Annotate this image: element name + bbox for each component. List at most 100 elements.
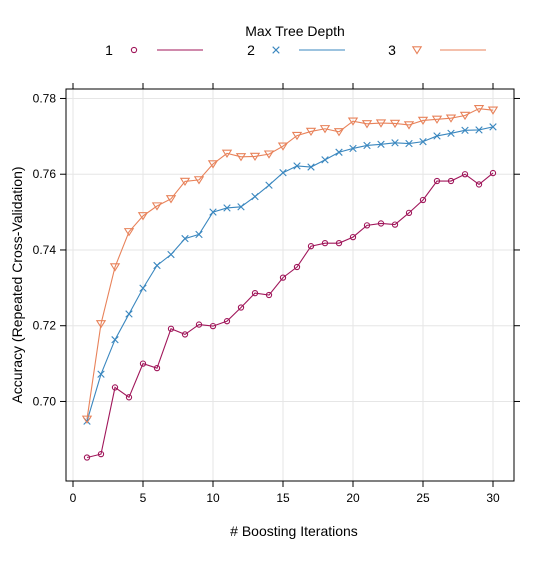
series-2-point — [419, 137, 427, 146]
series-2-point — [237, 203, 245, 211]
series-1-point — [377, 220, 385, 227]
series-2-point — [321, 156, 329, 164]
series-2-point — [433, 132, 441, 140]
series-1-point — [433, 177, 441, 185]
series-1-point — [223, 318, 231, 325]
series-3-point — [361, 120, 373, 129]
series-3-point — [473, 104, 485, 114]
x-tick-label: 25 — [416, 491, 430, 505]
series-3-point — [263, 150, 275, 159]
legend-label: 3 — [388, 42, 396, 58]
series-1-point — [293, 263, 301, 271]
y-tick-label: 0.78 — [33, 91, 57, 105]
series-3-point — [151, 202, 163, 211]
series-3-point — [389, 119, 401, 129]
series-3-point — [375, 119, 387, 128]
series-3-point — [109, 263, 121, 272]
series-1-point — [419, 196, 427, 204]
series-3-point — [305, 127, 317, 137]
series-1-point — [181, 331, 189, 338]
series-2-point — [447, 129, 455, 138]
series-3-point — [403, 121, 415, 130]
x-tick-label: 10 — [206, 491, 220, 505]
series-2-point — [293, 162, 301, 170]
series-2-point — [181, 234, 189, 243]
series-1-point — [279, 274, 287, 281]
series-3 — [81, 104, 499, 424]
series-1-point — [265, 291, 273, 299]
series-3-point — [333, 128, 345, 137]
series-1-point — [237, 304, 245, 311]
series-1-point — [139, 360, 147, 367]
series-1-point — [321, 239, 329, 247]
legend-label: 1 — [105, 42, 113, 58]
series-3-point — [319, 125, 331, 134]
legend-item-3: 3 — [388, 42, 486, 58]
series-3-point — [95, 320, 107, 329]
series-2-point — [195, 230, 203, 239]
series-1-point — [97, 450, 105, 458]
x-tick-label: 0 — [70, 491, 77, 505]
series-3-point — [249, 152, 261, 162]
series-2-point — [461, 126, 469, 134]
x-tick-label: 5 — [140, 491, 147, 505]
series-2-point — [223, 204, 231, 212]
legend-marker — [130, 46, 138, 54]
series-3-point — [417, 116, 429, 126]
series-1-point — [475, 181, 483, 188]
series-1-point — [447, 177, 455, 185]
series-2-point — [153, 261, 161, 270]
legend: Max Tree Depth 1 2 3 — [105, 23, 486, 58]
series-1-point — [209, 322, 217, 330]
legend-item-2: 2 — [247, 42, 345, 58]
series-1-point — [335, 239, 343, 247]
series-layer — [81, 104, 499, 461]
series-2-point — [167, 250, 175, 259]
series-3-point — [221, 149, 233, 158]
series-2-point — [307, 163, 315, 171]
series-3-point — [235, 153, 247, 162]
series-1-point — [111, 384, 119, 391]
series-3-point — [207, 160, 219, 169]
series-3-point — [487, 106, 499, 115]
series-1-point — [307, 243, 315, 250]
series-1-point — [167, 325, 175, 332]
series-3-point — [179, 177, 191, 187]
series-2-point — [279, 169, 287, 177]
series-1-point — [405, 209, 413, 216]
y-tick-label: 0.72 — [33, 319, 57, 333]
y-axis-label: Accuracy (Repeated Cross-Validation) — [9, 166, 25, 403]
x-tick-label: 30 — [486, 491, 500, 505]
series-2-point — [335, 148, 343, 156]
series-1-point — [251, 289, 259, 297]
series-1-point — [489, 169, 497, 177]
y-tick-label: 0.74 — [33, 243, 57, 257]
legend-marker — [411, 46, 423, 55]
series-3-point — [459, 111, 471, 121]
series-3-point — [123, 228, 135, 237]
series-2-point — [391, 139, 399, 147]
series-2-point — [405, 139, 413, 148]
series-3-point — [347, 117, 359, 126]
series-1 — [83, 169, 497, 461]
legend-marker — [272, 46, 280, 54]
series-1-point — [195, 321, 203, 328]
series-3-line — [86, 108, 494, 420]
axis-ticks: 0 5 10 15 20 25 30 0.70 0.72 0.74 0.76 0.78 — [33, 83, 520, 505]
x-tick-label: 20 — [346, 491, 360, 505]
legend-item-1: 1 — [105, 42, 203, 58]
series-1-point — [125, 394, 133, 401]
x-tick-label: 15 — [276, 491, 290, 505]
series-3-point — [445, 114, 457, 123]
plot-frame — [65, 88, 515, 482]
legend-label: 2 — [247, 42, 255, 58]
series-2-point — [489, 123, 497, 131]
series-1-point — [461, 171, 469, 178]
series-2-point — [475, 126, 483, 134]
x-axis-label: # Boosting Iterations — [230, 523, 358, 539]
series-2-point — [363, 141, 371, 150]
y-tick-label: 0.76 — [33, 167, 57, 181]
series-2-point — [265, 181, 273, 189]
y-tick-label: 0.70 — [33, 394, 57, 408]
